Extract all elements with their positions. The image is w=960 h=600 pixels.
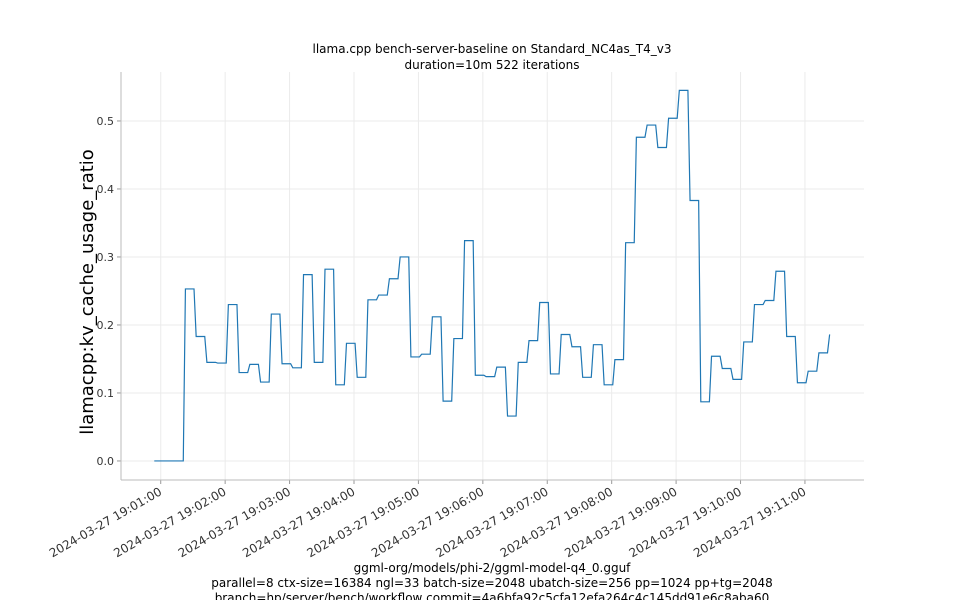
y-tick-label: 0.3	[97, 251, 115, 264]
footer-line: ggml-org/models/phi-2/ggml-model-q4_0.gg…	[354, 561, 632, 575]
x-tick-label: 2024-03-27 19:05:00	[305, 484, 422, 560]
y-axis-label: llamacpp:kv_cache_usage_ratio	[77, 149, 98, 435]
footer-line: parallel=8 ctx-size=16384 ngl=33 batch-s…	[211, 576, 772, 590]
y-tick-label: 0.4	[97, 183, 115, 196]
y-tick-label: 0.0	[97, 455, 115, 468]
chart-subtitle: duration=10m 522 iterations	[405, 58, 580, 72]
x-tick-label: 2024-03-27 19:02:00	[111, 484, 228, 560]
x-tick-label: 2024-03-27 19:06:00	[369, 484, 486, 560]
x-tick-label: 2024-03-27 19:11:00	[691, 484, 808, 560]
x-tick-label: 2024-03-27 19:04:00	[240, 484, 357, 560]
x-tick-label: 2024-03-27 19:09:00	[562, 484, 679, 560]
x-tick-label: 2024-03-27 19:03:00	[176, 484, 293, 560]
footer-line: branch=hp/server/bench/workflow commit=4…	[215, 591, 770, 600]
x-tick-label: 2024-03-27 19:08:00	[498, 484, 615, 560]
y-tick-label: 0.1	[97, 387, 115, 400]
chart-title: llama.cpp bench-server-baseline on Stand…	[313, 42, 672, 56]
data-line	[154, 89, 831, 462]
x-tick-label: 2024-03-27 19:01:00	[47, 484, 164, 560]
x-tick-label: 2024-03-27 19:07:00	[433, 484, 550, 560]
y-tick-label: 0.5	[97, 115, 115, 128]
y-tick-label: 0.2	[97, 319, 115, 332]
x-tick-label: 2024-03-27 19:10:00	[627, 484, 744, 560]
